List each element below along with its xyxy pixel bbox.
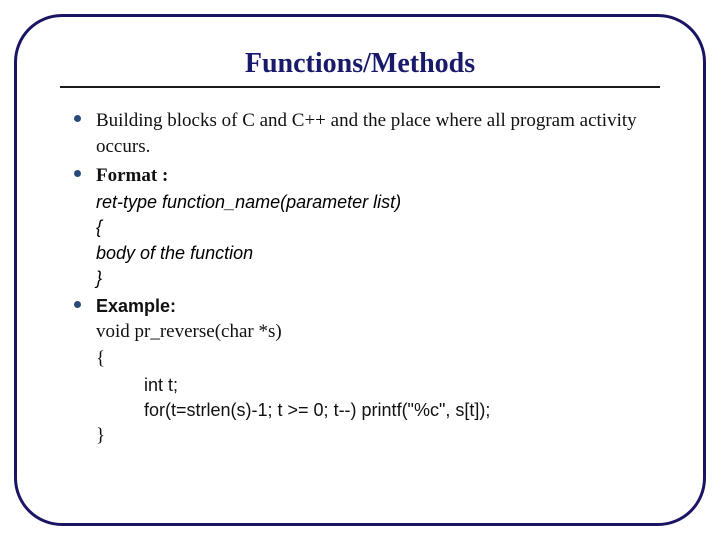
example-line: int t;	[96, 373, 660, 397]
bullet-icon	[74, 115, 81, 122]
example-line: }	[96, 423, 660, 449]
example-block: void pr_reverse(char *s) { int t; for(t=…	[96, 319, 660, 449]
example-line: for(t=strlen(s)-1; t >= 0; t--) printf("…	[96, 398, 660, 422]
format-block: ret-type function_name(parameter list) {…	[96, 190, 660, 290]
bullet-icon	[74, 301, 81, 308]
format-line: body of the function	[96, 241, 660, 265]
example-label: Example:	[96, 294, 660, 318]
example-line: void pr_reverse(char *s)	[96, 319, 660, 345]
bullet-icon	[74, 170, 81, 177]
format-line: {	[96, 215, 660, 239]
slide-content: Functions/Methods Building blocks of C a…	[0, 0, 720, 540]
list-item: Building blocks of C and C++ and the pla…	[96, 108, 660, 159]
format-label: Format :	[96, 163, 660, 189]
example-line: {	[96, 346, 660, 372]
list-item: Example: void pr_reverse(char *s) { int …	[96, 294, 660, 449]
slide-title: Functions/Methods	[60, 48, 660, 80]
bullet-list: Building blocks of C and C++ and the pla…	[60, 108, 660, 449]
format-line: ret-type function_name(parameter list)	[96, 190, 660, 214]
list-item: Format : ret-type function_name(paramete…	[96, 163, 660, 290]
format-line: }	[96, 266, 660, 290]
title-underline	[60, 86, 660, 88]
bullet-text: Building blocks of C and C++ and the pla…	[96, 108, 660, 159]
